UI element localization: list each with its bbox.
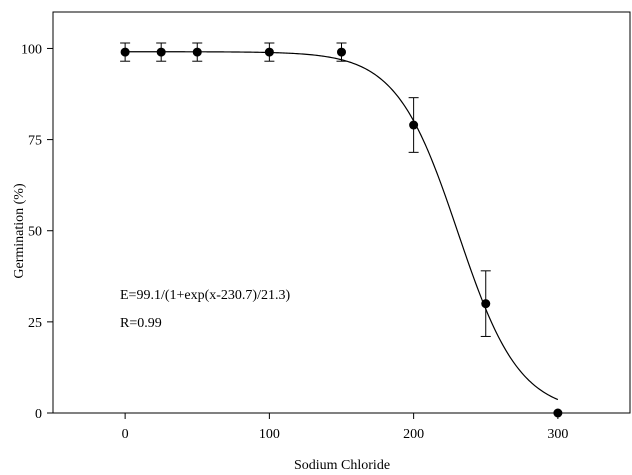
data-point-5	[408, 97, 419, 153]
annotations-layer: E=99.1/(1+exp(x-230.7)/21.3) R=0.99	[120, 288, 290, 331]
marker-7	[553, 408, 563, 418]
r-value-annotation: R=0.99	[120, 316, 162, 331]
equation-annotation: E=99.1/(1+exp(x-230.7)/21.3)	[120, 288, 290, 303]
marker-0	[120, 47, 130, 57]
data-point-3	[264, 42, 275, 62]
axes: 0 100 200 300 0 25 50 75 100	[21, 11, 631, 442]
data-point-6	[480, 270, 491, 337]
data-point-1	[156, 42, 167, 62]
data-point-7	[553, 408, 563, 418]
marker-5	[409, 120, 419, 130]
y-tick-label-50: 50	[28, 225, 42, 240]
y-tick-label-75: 75	[28, 134, 42, 149]
y-tick-label-100: 100	[21, 42, 42, 57]
x-tick-label-0: 0	[122, 427, 129, 442]
data-point-0	[120, 42, 131, 62]
y-tick-label-25: 25	[28, 316, 42, 331]
marker-6	[481, 299, 491, 309]
y-tick-label-0: 0	[35, 407, 42, 422]
y-axis-title: Germination (%)	[12, 183, 27, 279]
data-point-4	[336, 42, 347, 62]
x-tick-label-100: 100	[259, 427, 280, 442]
fit-curve	[125, 51, 559, 401]
x-tick-label-300: 300	[547, 427, 568, 442]
marker-1	[156, 47, 166, 57]
marker-3	[264, 47, 274, 57]
plot-frame	[52, 11, 631, 414]
data-points-layer	[120, 42, 563, 418]
marker-4	[337, 47, 346, 57]
x-axis-title: Sodium Chloride	[294, 458, 390, 473]
marker-2	[192, 47, 202, 57]
data-point-2	[192, 42, 203, 62]
x-tick-label-200: 200	[403, 427, 424, 442]
fit-curve-layer	[125, 51, 559, 401]
